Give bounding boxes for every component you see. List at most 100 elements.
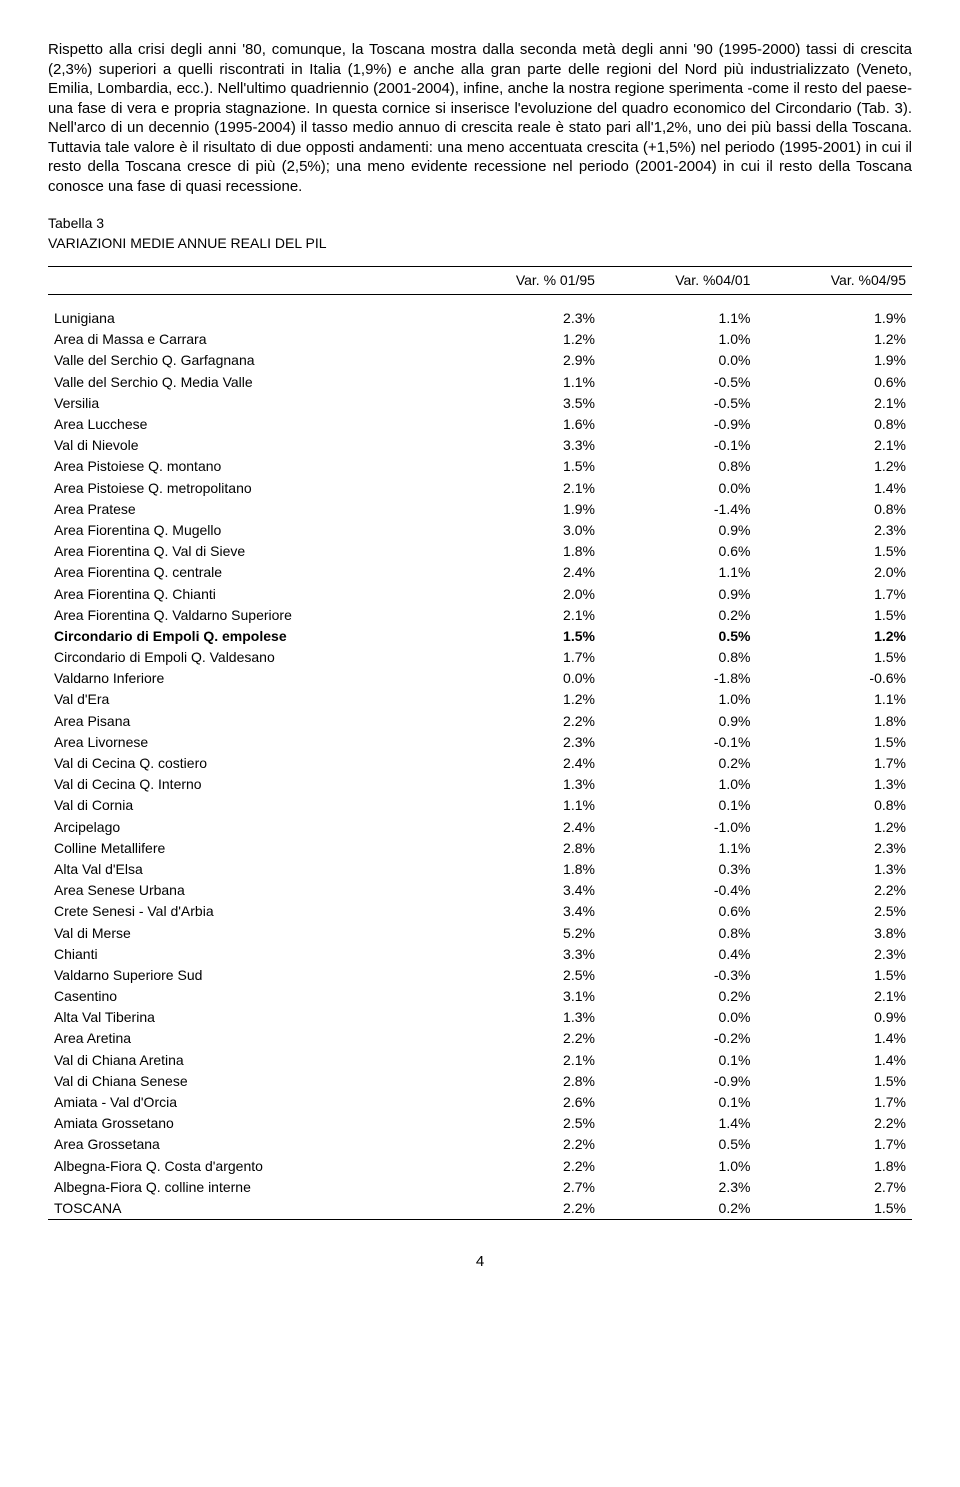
row-value: 1.0% bbox=[601, 774, 757, 795]
body-paragraph: Rispetto alla crisi degli anni '80, comu… bbox=[48, 40, 912, 196]
row-label: Valle del Serchio Q. Media Valle bbox=[48, 371, 445, 392]
row-value: 1.8% bbox=[756, 710, 912, 731]
row-value: 1.3% bbox=[445, 1007, 601, 1028]
row-value: 0.3% bbox=[601, 858, 757, 879]
row-value: -0.9% bbox=[601, 414, 757, 435]
row-value: 0.8% bbox=[601, 647, 757, 668]
table-row: Val di Cornia1.1%0.1%0.8% bbox=[48, 795, 912, 816]
table-row: Alta Val d'Elsa1.8%0.3%1.3% bbox=[48, 858, 912, 879]
table-row: Valle del Serchio Q. Media Valle1.1%-0.5… bbox=[48, 371, 912, 392]
row-value: 2.1% bbox=[756, 392, 912, 413]
row-value: 1.3% bbox=[756, 774, 912, 795]
row-label: Alta Val d'Elsa bbox=[48, 858, 445, 879]
row-label: Valdarno Inferiore bbox=[48, 668, 445, 689]
row-value: -0.9% bbox=[601, 1070, 757, 1091]
row-value: 2.4% bbox=[445, 753, 601, 774]
table-row: Alta Val Tiberina1.3%0.0%0.9% bbox=[48, 1007, 912, 1028]
table-row: Val di Nievole3.3%-0.1%2.1% bbox=[48, 435, 912, 456]
row-value: -1.8% bbox=[601, 668, 757, 689]
row-value: 0.2% bbox=[601, 604, 757, 625]
row-value: 1.2% bbox=[756, 456, 912, 477]
table-row: Albegna-Fiora Q. colline interne2.7%2.3%… bbox=[48, 1176, 912, 1197]
row-label: Alta Val Tiberina bbox=[48, 1007, 445, 1028]
table-row: Albegna-Fiora Q. Costa d'argento2.2%1.0%… bbox=[48, 1155, 912, 1176]
row-value: 2.3% bbox=[445, 308, 601, 329]
row-label: Circondario di Empoli Q. empolese bbox=[48, 625, 445, 646]
row-value: 0.5% bbox=[601, 625, 757, 646]
row-value: 1.9% bbox=[756, 308, 912, 329]
row-label: Amiata Grossetano bbox=[48, 1113, 445, 1134]
row-value: 3.1% bbox=[445, 986, 601, 1007]
row-value: 1.7% bbox=[445, 647, 601, 668]
row-value: 2.3% bbox=[601, 1176, 757, 1197]
row-value: 0.1% bbox=[601, 1049, 757, 1070]
row-value: 1.4% bbox=[756, 1049, 912, 1070]
row-label: Val di Nievole bbox=[48, 435, 445, 456]
row-value: 2.7% bbox=[445, 1176, 601, 1197]
row-value: 3.4% bbox=[445, 901, 601, 922]
table-row: Valdarno Inferiore0.0%-1.8%-0.6% bbox=[48, 668, 912, 689]
table-row: Val di Merse5.2%0.8%3.8% bbox=[48, 922, 912, 943]
row-value: 2.4% bbox=[445, 816, 601, 837]
row-value: 0.6% bbox=[756, 371, 912, 392]
row-value: 2.9% bbox=[445, 350, 601, 371]
row-value: 0.9% bbox=[601, 583, 757, 604]
row-label: Val di Chiana Aretina bbox=[48, 1049, 445, 1070]
row-label: Area Fiorentina Q. Chianti bbox=[48, 583, 445, 604]
row-value: 1.5% bbox=[756, 604, 912, 625]
table-caption: Tabella 3 bbox=[48, 214, 912, 232]
row-value: 1.7% bbox=[756, 583, 912, 604]
row-value: 3.4% bbox=[445, 880, 601, 901]
row-value: 1.2% bbox=[445, 329, 601, 350]
row-label: Albegna-Fiora Q. Costa d'argento bbox=[48, 1155, 445, 1176]
table-row: Casentino3.1%0.2%2.1% bbox=[48, 986, 912, 1007]
row-value: 1.5% bbox=[756, 731, 912, 752]
row-value: 1.5% bbox=[756, 1197, 912, 1219]
table-row: Crete Senesi - Val d'Arbia3.4%0.6%2.5% bbox=[48, 901, 912, 922]
row-value: 1.9% bbox=[445, 498, 601, 519]
row-label: Crete Senesi - Val d'Arbia bbox=[48, 901, 445, 922]
table-row: Area Fiorentina Q. Mugello3.0%0.9%2.3% bbox=[48, 519, 912, 540]
table-row: Circondario di Empoli Q. empolese1.5%0.5… bbox=[48, 625, 912, 646]
table-row: Area Pratese1.9%-1.4%0.8% bbox=[48, 498, 912, 519]
row-label: Area Fiorentina Q. Mugello bbox=[48, 519, 445, 540]
row-value: 0.1% bbox=[601, 795, 757, 816]
row-label: Valdarno Superiore Sud bbox=[48, 964, 445, 985]
row-label: Area Pistoiese Q. metropolitano bbox=[48, 477, 445, 498]
row-label: Val d'Era bbox=[48, 689, 445, 710]
row-value: 0.1% bbox=[601, 1092, 757, 1113]
row-label: Val di Cornia bbox=[48, 795, 445, 816]
row-value: -0.3% bbox=[601, 964, 757, 985]
row-label: Chianti bbox=[48, 943, 445, 964]
row-value: 1.1% bbox=[601, 562, 757, 583]
row-value: 0.8% bbox=[601, 456, 757, 477]
row-value: 1.2% bbox=[756, 625, 912, 646]
row-value: 3.3% bbox=[445, 943, 601, 964]
row-label: Area Lucchese bbox=[48, 414, 445, 435]
row-value: 1.3% bbox=[445, 774, 601, 795]
table-row: Area Pistoiese Q. montano1.5%0.8%1.2% bbox=[48, 456, 912, 477]
row-value: 2.2% bbox=[445, 1197, 601, 1219]
row-label: TOSCANA bbox=[48, 1197, 445, 1219]
row-label: Lunigiana bbox=[48, 308, 445, 329]
row-value: 0.9% bbox=[756, 1007, 912, 1028]
row-value: 0.0% bbox=[601, 1007, 757, 1028]
row-value: 2.5% bbox=[756, 901, 912, 922]
row-value: 3.3% bbox=[445, 435, 601, 456]
table-row: Val di Cecina Q. costiero2.4%0.2%1.7% bbox=[48, 753, 912, 774]
table-row: TOSCANA2.2%0.2%1.5% bbox=[48, 1197, 912, 1219]
row-value: 1.5% bbox=[756, 541, 912, 562]
row-label: Val di Chiana Senese bbox=[48, 1070, 445, 1091]
table-row: Val di Cecina Q. Interno1.3%1.0%1.3% bbox=[48, 774, 912, 795]
table-row: Area Fiorentina Q. Chianti2.0%0.9%1.7% bbox=[48, 583, 912, 604]
row-label: Area Senese Urbana bbox=[48, 880, 445, 901]
row-label: Versilia bbox=[48, 392, 445, 413]
row-value: 1.3% bbox=[756, 858, 912, 879]
row-value: 2.2% bbox=[445, 1028, 601, 1049]
row-value: 2.3% bbox=[756, 519, 912, 540]
row-value: 1.2% bbox=[445, 689, 601, 710]
row-value: 1.8% bbox=[756, 1155, 912, 1176]
table-row: Area Aretina2.2%-0.2%1.4% bbox=[48, 1028, 912, 1049]
table-row: Circondario di Empoli Q. Valdesano1.7%0.… bbox=[48, 647, 912, 668]
row-value: 0.9% bbox=[601, 710, 757, 731]
